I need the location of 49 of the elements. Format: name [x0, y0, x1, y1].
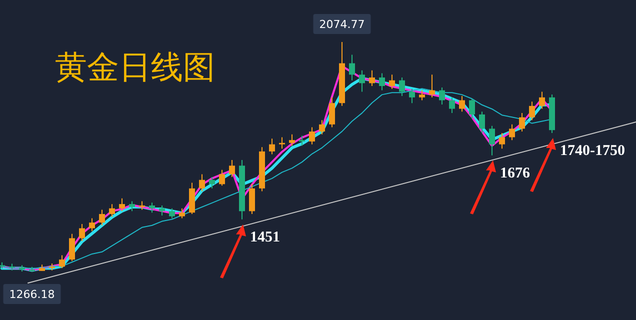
text: 2074.77	[319, 18, 365, 31]
candlestick	[249, 184, 255, 215]
candlestick	[99, 209, 105, 226]
candlestick	[309, 126, 315, 145]
candlestick	[109, 204, 115, 218]
candlestick	[279, 136, 285, 150]
candlestick	[219, 169, 225, 186]
text: 1266.18	[9, 288, 55, 301]
annotation: 1740-1750	[560, 142, 625, 159]
candlestick	[499, 132, 505, 150]
candlestick	[459, 95, 465, 112]
annotation: 1676	[500, 165, 530, 182]
candlestick	[369, 70, 375, 87]
candlestick	[439, 86, 445, 106]
candlestick	[419, 90, 425, 101]
candlestick	[149, 202, 155, 214]
candlestick	[359, 70, 365, 92]
chart-title: 黄金日线图	[55, 49, 215, 85]
candlestick	[469, 98, 475, 120]
annotation: 1451	[250, 229, 280, 246]
candlestick	[299, 135, 305, 146]
candlestick	[479, 111, 485, 134]
candlestick	[489, 125, 495, 156]
candlestick	[89, 218, 95, 232]
candlestick	[449, 96, 455, 114]
candlestick	[379, 72, 385, 91]
candlestick	[119, 198, 125, 212]
candlestick	[59, 254, 65, 269]
candlestick	[289, 134, 295, 146]
candlestick	[539, 91, 545, 110]
candlestick	[229, 159, 235, 178]
candlestick	[509, 124, 515, 141]
candlestick	[269, 138, 275, 155]
candlestick	[129, 200, 135, 212]
candlestick	[169, 208, 175, 219]
candlestick	[529, 101, 535, 121]
candlestick	[179, 208, 185, 219]
candlestick	[69, 233, 75, 262]
candlestick	[199, 174, 205, 192]
candlestick	[409, 88, 415, 104]
candlestick	[429, 74, 435, 98]
candlestick	[399, 76, 405, 96]
candlestick	[209, 176, 215, 189]
candlestick	[329, 96, 335, 128]
candlestick	[519, 112, 525, 132]
candlestick	[319, 120, 325, 135]
candlestick	[349, 54, 355, 81]
candlestick	[79, 223, 85, 242]
candlestick	[389, 74, 395, 90]
